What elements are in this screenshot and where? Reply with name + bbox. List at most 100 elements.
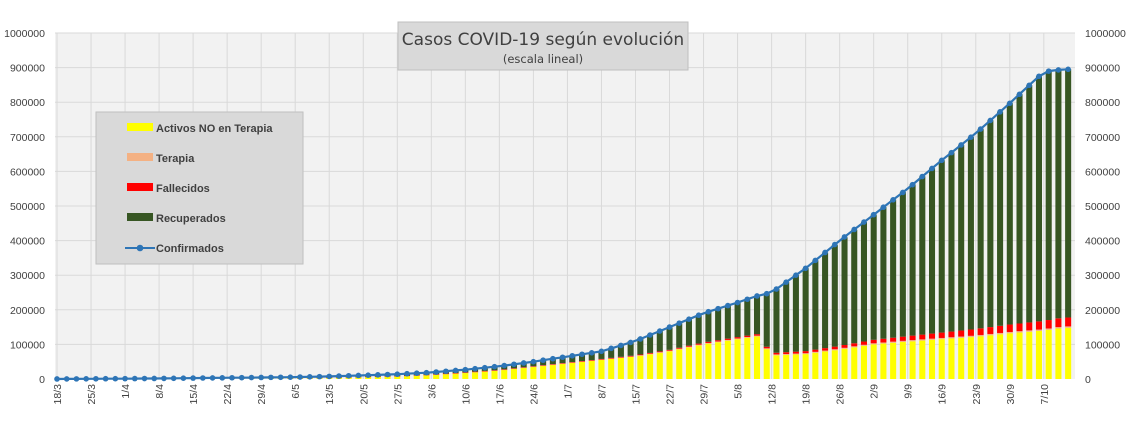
bar-activos bbox=[870, 344, 877, 379]
bar-recuperados bbox=[656, 330, 663, 352]
bar-fallecidos bbox=[491, 370, 498, 371]
bar-fallecidos bbox=[530, 366, 537, 367]
x-tick-label: 17/6 bbox=[494, 384, 506, 405]
confirmados-point bbox=[909, 181, 916, 188]
bar-fallecidos bbox=[822, 348, 829, 351]
confirmados-point bbox=[880, 204, 887, 211]
confirmados-point bbox=[870, 211, 877, 218]
bar-activos bbox=[812, 352, 819, 379]
bar-fallecidos bbox=[705, 341, 712, 343]
x-axis-ticks: 18/3 25/3 1/4 8/4 15/4 22/4 29/4 6/5 13/5 20/5 27/… bbox=[52, 384, 1051, 405]
bar-recuperados bbox=[1016, 94, 1023, 324]
bar-activos bbox=[598, 359, 605, 379]
x-tick-label: 15/4 bbox=[188, 384, 200, 405]
bar-terapia bbox=[637, 355, 644, 356]
legend-label-activos: Activos NO en Terapia bbox=[156, 123, 273, 135]
bar-terapia bbox=[1016, 331, 1023, 333]
bar-recuperados bbox=[870, 214, 877, 340]
confirmados-point bbox=[968, 134, 974, 140]
bar-terapia bbox=[763, 348, 770, 350]
confirmados-point bbox=[579, 351, 585, 358]
confirmados-point bbox=[656, 328, 663, 334]
bar-fallecidos bbox=[627, 355, 634, 357]
bar-recuperados bbox=[792, 275, 799, 352]
bar-terapia bbox=[530, 366, 537, 368]
confirmados-point bbox=[530, 358, 537, 365]
bar-terapia bbox=[958, 336, 965, 338]
x-tick-label: 29/7 bbox=[699, 384, 711, 405]
bar-activos bbox=[1045, 329, 1052, 379]
y-tick-right: 200000 bbox=[1085, 305, 1120, 317]
bar-fallecidos bbox=[647, 352, 654, 354]
confirmados-point bbox=[861, 219, 867, 225]
bar-terapia bbox=[802, 353, 809, 355]
y-tick-right: 400000 bbox=[1085, 236, 1120, 248]
bar-fallecidos bbox=[919, 334, 926, 340]
bar-terapia bbox=[472, 371, 479, 373]
bar-terapia bbox=[899, 340, 906, 343]
bar-fallecidos bbox=[588, 359, 595, 361]
x-tick-label: 8/4 bbox=[154, 384, 166, 399]
confirmados-point bbox=[763, 290, 770, 297]
bar-terapia bbox=[880, 342, 887, 344]
y-axis-right-ticks: 0 100000 200000 300000 400000 500000 600000 700… bbox=[1085, 28, 1126, 386]
bar-terapia bbox=[928, 338, 936, 340]
bar-recuperados bbox=[608, 348, 615, 358]
x-tick-label: 5/8 bbox=[733, 384, 745, 399]
confirmados-point bbox=[569, 352, 576, 359]
bar-fallecidos bbox=[909, 335, 916, 341]
bar-recuperados bbox=[783, 282, 790, 353]
confirmados-point bbox=[306, 374, 313, 380]
confirmados-point bbox=[73, 376, 80, 382]
bar-terapia bbox=[812, 351, 819, 353]
y-tick-right: 1000000 bbox=[1085, 28, 1126, 40]
bar-fallecidos bbox=[1055, 318, 1062, 328]
x-tick-label: 29/4 bbox=[256, 384, 268, 405]
confirmados-point bbox=[608, 345, 614, 352]
bar-fallecidos bbox=[637, 354, 644, 356]
bar-fallecidos bbox=[540, 365, 547, 366]
x-tick-label: 19/8 bbox=[801, 384, 813, 405]
bar-fallecidos bbox=[899, 336, 906, 341]
bar-fallecidos bbox=[462, 372, 469, 373]
legend-label-fallecidos: Fallecidos bbox=[156, 183, 210, 195]
bar-activos bbox=[724, 340, 731, 379]
bar-activos bbox=[384, 376, 391, 379]
bar-activos bbox=[1006, 333, 1013, 379]
confirmados-point bbox=[151, 375, 158, 382]
bar-terapia bbox=[851, 346, 858, 348]
confirmados-point bbox=[190, 375, 196, 381]
confirmados-point bbox=[1036, 73, 1042, 80]
bar-fallecidos bbox=[928, 333, 936, 339]
y-tick-left: 700000 bbox=[10, 132, 45, 144]
bar-activos bbox=[472, 372, 479, 379]
bar-recuperados bbox=[977, 128, 984, 329]
bar-fallecidos bbox=[569, 362, 576, 363]
bar-recuperados bbox=[734, 302, 741, 338]
bar-terapia bbox=[598, 359, 605, 361]
confirmados-point bbox=[812, 257, 819, 264]
bar-activos bbox=[627, 357, 634, 379]
bar-recuperados bbox=[928, 168, 936, 334]
bar-activos bbox=[1035, 330, 1042, 379]
bar-fallecidos bbox=[685, 345, 692, 347]
bar-fallecidos bbox=[744, 335, 751, 338]
bar-fallecidos bbox=[753, 334, 761, 336]
bar-fallecidos bbox=[472, 371, 479, 373]
bar-fallecidos bbox=[1006, 324, 1013, 332]
bar-activos bbox=[909, 341, 916, 379]
confirmados-point bbox=[637, 336, 644, 342]
bar-activos bbox=[841, 348, 848, 379]
bar-activos bbox=[938, 339, 945, 379]
bar-activos bbox=[880, 343, 887, 379]
confirmados-point bbox=[773, 286, 780, 292]
bar-terapia bbox=[919, 339, 926, 341]
bar-activos bbox=[423, 375, 430, 379]
confirmados-point bbox=[900, 189, 906, 196]
y-tick-right: 0 bbox=[1085, 374, 1091, 386]
confirmados-point bbox=[63, 376, 70, 382]
confirmados-point bbox=[491, 363, 498, 370]
y-tick-left: 200000 bbox=[10, 305, 45, 317]
confirmados-point bbox=[219, 375, 226, 381]
confirmados-point bbox=[375, 372, 381, 378]
